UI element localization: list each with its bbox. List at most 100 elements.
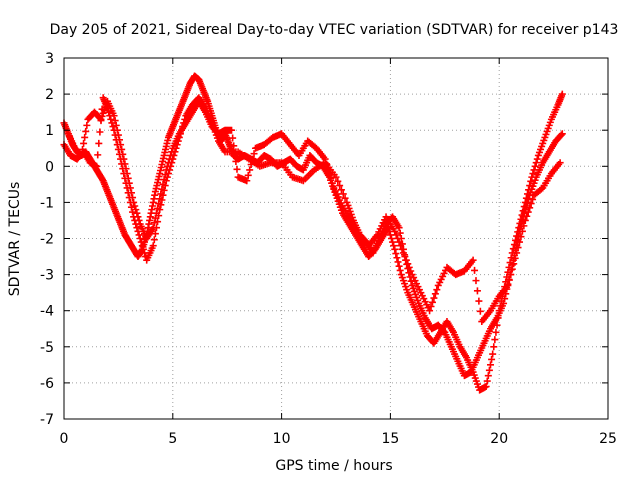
data-point: [384, 224, 392, 232]
data-point: [393, 254, 401, 262]
data-point: [341, 194, 349, 202]
data-point: [76, 150, 84, 158]
data-point: [516, 238, 524, 246]
data-point: [228, 126, 236, 134]
data-point: [428, 298, 436, 306]
data-point: [327, 174, 335, 182]
y-tick-label: -5: [40, 340, 54, 356]
data-point: [129, 194, 137, 202]
data-point: [166, 155, 174, 163]
data-point: [127, 203, 135, 211]
data-point: [168, 148, 176, 156]
data-point: [391, 227, 399, 235]
data-point: [523, 212, 531, 220]
data-point: [158, 185, 166, 193]
data-point: [164, 159, 172, 167]
data-point: [230, 142, 238, 150]
data-point: [520, 222, 528, 230]
y-tick-label: 1: [45, 123, 54, 139]
y-tick-label: 3: [45, 51, 54, 67]
data-point: [152, 209, 160, 217]
data-point: [395, 238, 403, 246]
y-tick-label: -6: [40, 376, 54, 392]
data-point: [243, 177, 251, 185]
data-point: [321, 155, 329, 163]
data-point: [150, 236, 158, 244]
data-point: [133, 224, 141, 232]
data-point: [110, 112, 118, 120]
x-tick-label: 0: [60, 431, 69, 447]
data-point: [395, 224, 403, 232]
data-point: [244, 171, 252, 179]
data-point: [507, 271, 515, 279]
data-point: [154, 218, 162, 226]
data-point: [122, 165, 130, 173]
data-point: [488, 355, 496, 363]
y-tick-label: -7: [40, 412, 54, 428]
data-point: [107, 115, 115, 123]
data-point: [524, 208, 532, 216]
data-point: [94, 151, 102, 159]
data-point: [431, 290, 439, 298]
data-point: [471, 266, 479, 274]
data-point: [160, 176, 168, 184]
data-point: [518, 218, 526, 226]
data-point: [154, 204, 162, 212]
data-point: [82, 127, 90, 135]
data-point: [469, 256, 477, 264]
x-axis-label: GPS time / hours: [275, 458, 392, 474]
data-point: [504, 281, 512, 289]
data-point: [556, 159, 564, 167]
data-point: [105, 108, 113, 116]
data-point: [132, 206, 140, 214]
data-point: [157, 190, 165, 198]
data-point: [491, 336, 499, 344]
data-point: [151, 214, 159, 222]
data-point: [339, 190, 347, 198]
data-point: [440, 327, 448, 335]
y-tick-label: 0: [45, 159, 54, 175]
data-point: [490, 343, 498, 351]
data-point: [112, 121, 120, 129]
data-point: [162, 166, 170, 174]
data-point: [119, 150, 127, 158]
data-point: [77, 151, 85, 159]
data-point: [387, 235, 395, 242]
data-point: [426, 307, 434, 315]
data-point: [526, 204, 534, 212]
data-point: [249, 155, 257, 163]
data-point: [131, 202, 139, 210]
data-point: [529, 195, 537, 203]
chart-title: Day 205 of 2021, Sidereal Day-to-day VTE…: [50, 22, 619, 38]
data-point: [163, 162, 171, 170]
y-tick-label: -1: [40, 195, 54, 211]
data-point: [323, 160, 331, 168]
data-point: [558, 130, 566, 138]
x-tick-label: 5: [168, 431, 177, 447]
data-point: [121, 160, 129, 168]
data-point: [501, 295, 509, 303]
data-point: [389, 238, 397, 246]
series-3: [64, 97, 564, 326]
data-point: [336, 182, 344, 190]
data-point: [164, 170, 172, 178]
data-point: [396, 229, 404, 237]
data-point: [161, 171, 169, 179]
data-point: [532, 159, 540, 167]
data-point: [150, 219, 158, 227]
data-point: [81, 133, 89, 141]
data-point: [130, 198, 138, 206]
data-point: [430, 294, 438, 302]
data-point: [489, 350, 497, 358]
data-point: [523, 198, 531, 206]
data-point: [156, 195, 164, 203]
data-point: [118, 145, 126, 153]
data-point: [120, 155, 128, 163]
data-point: [328, 179, 336, 187]
data-point: [492, 328, 500, 336]
data-point: [472, 277, 480, 285]
data-point: [407, 267, 415, 275]
